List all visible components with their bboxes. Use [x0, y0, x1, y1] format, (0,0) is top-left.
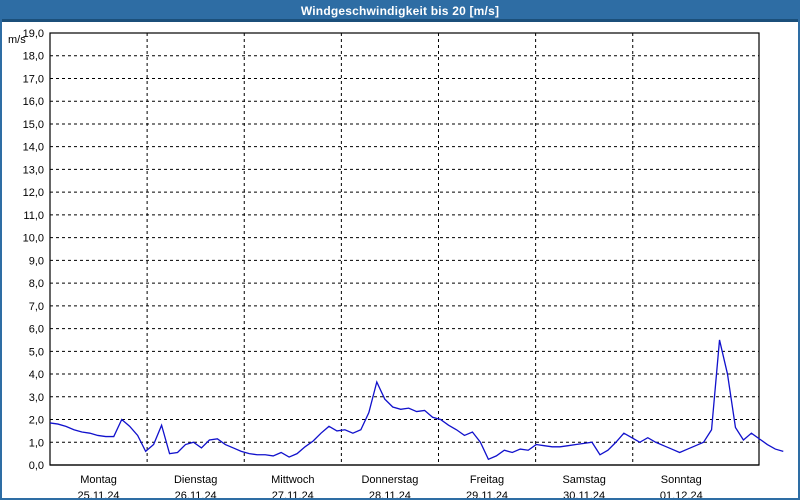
svg-text:01.12.24: 01.12.24: [660, 490, 703, 500]
plot-area: 19,0 18,0 17,0 16,0 15,0 14,0 13,0 12,0 11,0 10,0…: [2, 25, 798, 498]
chart-window: Windgeschwindigkeit bis 20 [m/s] m/s 19,…: [0, 0, 800, 500]
svg-text:6,0: 6,0: [29, 324, 44, 336]
svg-text:Sonntag: Sonntag: [661, 474, 702, 486]
svg-text:28.11.24: 28.11.24: [369, 490, 411, 500]
svg-text:19,0: 19,0: [23, 28, 44, 40]
svg-text:7,0: 7,0: [29, 301, 44, 313]
svg-text:14,0: 14,0: [23, 142, 44, 154]
svg-text:Donnerstag: Donnerstag: [361, 474, 418, 486]
svg-text:30.11.24: 30.11.24: [563, 490, 605, 500]
svg-text:18,0: 18,0: [23, 51, 44, 63]
svg-text:26.11.24: 26.11.24: [175, 490, 217, 500]
svg-text:10,0: 10,0: [23, 233, 44, 245]
svg-text:Montag: Montag: [80, 474, 117, 486]
svg-text:27.11.24: 27.11.24: [272, 490, 314, 500]
svg-text:3,0: 3,0: [29, 392, 44, 404]
wind-speed-data-series: [50, 340, 783, 459]
svg-text:2,0: 2,0: [29, 415, 44, 427]
svg-text:13,0: 13,0: [23, 164, 44, 176]
svg-text:0,0: 0,0: [29, 460, 44, 472]
svg-text:11,0: 11,0: [23, 210, 44, 222]
svg-text:16,0: 16,0: [23, 96, 44, 108]
svg-text:12,0: 12,0: [23, 187, 44, 199]
chart-title-bar: Windgeschwindigkeit bis 20 [m/s]: [2, 2, 798, 22]
svg-text:15,0: 15,0: [23, 119, 44, 131]
svg-text:9,0: 9,0: [29, 255, 44, 267]
svg-text:Samstag: Samstag: [562, 474, 605, 486]
svg-text:Freitag: Freitag: [470, 474, 504, 486]
svg-text:Mittwoch: Mittwoch: [271, 474, 314, 486]
svg-text:1,0: 1,0: [29, 437, 44, 449]
svg-text:5,0: 5,0: [29, 346, 44, 358]
svg-text:29.11.24: 29.11.24: [466, 490, 508, 500]
svg-text:4,0: 4,0: [29, 369, 44, 381]
svg-text:8,0: 8,0: [29, 278, 44, 290]
wind-speed-line-chart[interactable]: 19,0 18,0 17,0 16,0 15,0 14,0 13,0 12,0 11,0 10,0…: [2, 25, 800, 500]
svg-text:25.11.24: 25.11.24: [78, 490, 120, 500]
svg-text:Dienstag: Dienstag: [174, 474, 217, 486]
chart-title-text: Windgeschwindigkeit bis 20 [m/s]: [301, 4, 499, 18]
svg-text:17,0: 17,0: [23, 73, 44, 85]
